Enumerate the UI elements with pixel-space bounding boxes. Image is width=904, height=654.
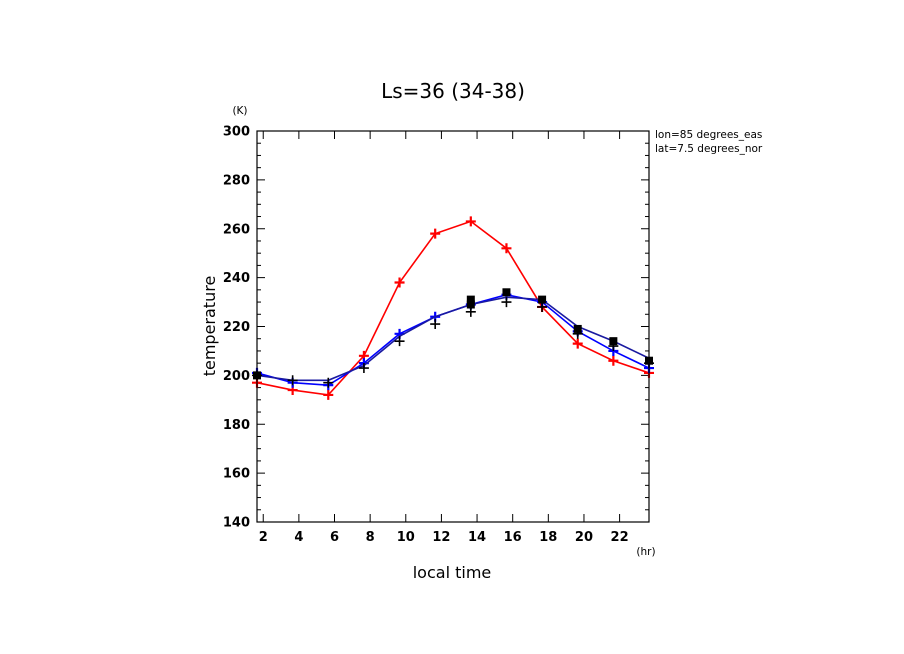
chart-title: Ls=36 (34-38) (381, 79, 525, 103)
observation-plus (358, 363, 369, 374)
series-0-point (572, 338, 583, 349)
series-0-point (501, 243, 512, 254)
annotation-lat: lat=7.5 degrees_nor (655, 143, 763, 155)
y-tick-label: 280 (223, 173, 250, 188)
y-unit-label: (K) (232, 105, 247, 117)
x-tick-label: 20 (575, 530, 593, 545)
observation-plus (501, 297, 512, 308)
y-tick-label: 300 (223, 125, 250, 140)
y-tick-label: 200 (223, 369, 250, 384)
y-tick-label: 140 (223, 516, 250, 531)
x-tick-label: 14 (468, 530, 486, 545)
x-tick-label: 2 (259, 530, 268, 545)
x-axis-label: local time (413, 563, 492, 582)
y-tick-label: 160 (223, 467, 250, 482)
observation-plus (394, 336, 405, 347)
y-tick-label: 220 (223, 320, 250, 335)
x-tick-label: 16 (504, 530, 522, 545)
series-line-0 (256, 220, 650, 396)
x-tick-label: 18 (539, 530, 557, 545)
axis-ticks: 140 160 180 200 220 240 260 280 300 2 4 6 8 10 12 14 16 1… (223, 125, 649, 545)
series-0-point (608, 355, 619, 366)
annotation-lon: lon=85 degrees_eas (655, 129, 762, 141)
series-line-1 (256, 293, 650, 386)
series-0-point (465, 216, 476, 227)
y-tick-label: 260 (223, 222, 250, 237)
x-unit-label: (hr) (636, 546, 655, 558)
series-line-2 (256, 296, 650, 382)
observation-plus (323, 377, 334, 388)
y-tick-label: 180 (223, 418, 250, 433)
x-tick-label: 4 (294, 530, 303, 545)
observation-plus (287, 375, 298, 386)
observation-square (466, 300, 475, 309)
observations-group (252, 288, 654, 388)
x-tick-label: 8 (366, 530, 375, 545)
x-tick-label: 10 (397, 530, 415, 545)
series-0-point (394, 277, 405, 288)
x-tick-label: 12 (432, 530, 450, 545)
series-0-point (323, 389, 334, 400)
series-0-point (430, 228, 441, 239)
observation-square (466, 295, 475, 304)
observation-square (538, 295, 547, 304)
y-tick-label: 240 (223, 271, 250, 286)
observation-square (502, 288, 511, 297)
x-tick-label: 6 (330, 530, 339, 545)
series-group (252, 216, 654, 400)
y-axis-label: temperature (200, 276, 219, 377)
observation-square (573, 324, 582, 333)
observation-square (609, 337, 618, 346)
x-tick-label: 22 (611, 530, 629, 545)
plot-frame (256, 130, 650, 523)
observation-plus (430, 319, 441, 330)
